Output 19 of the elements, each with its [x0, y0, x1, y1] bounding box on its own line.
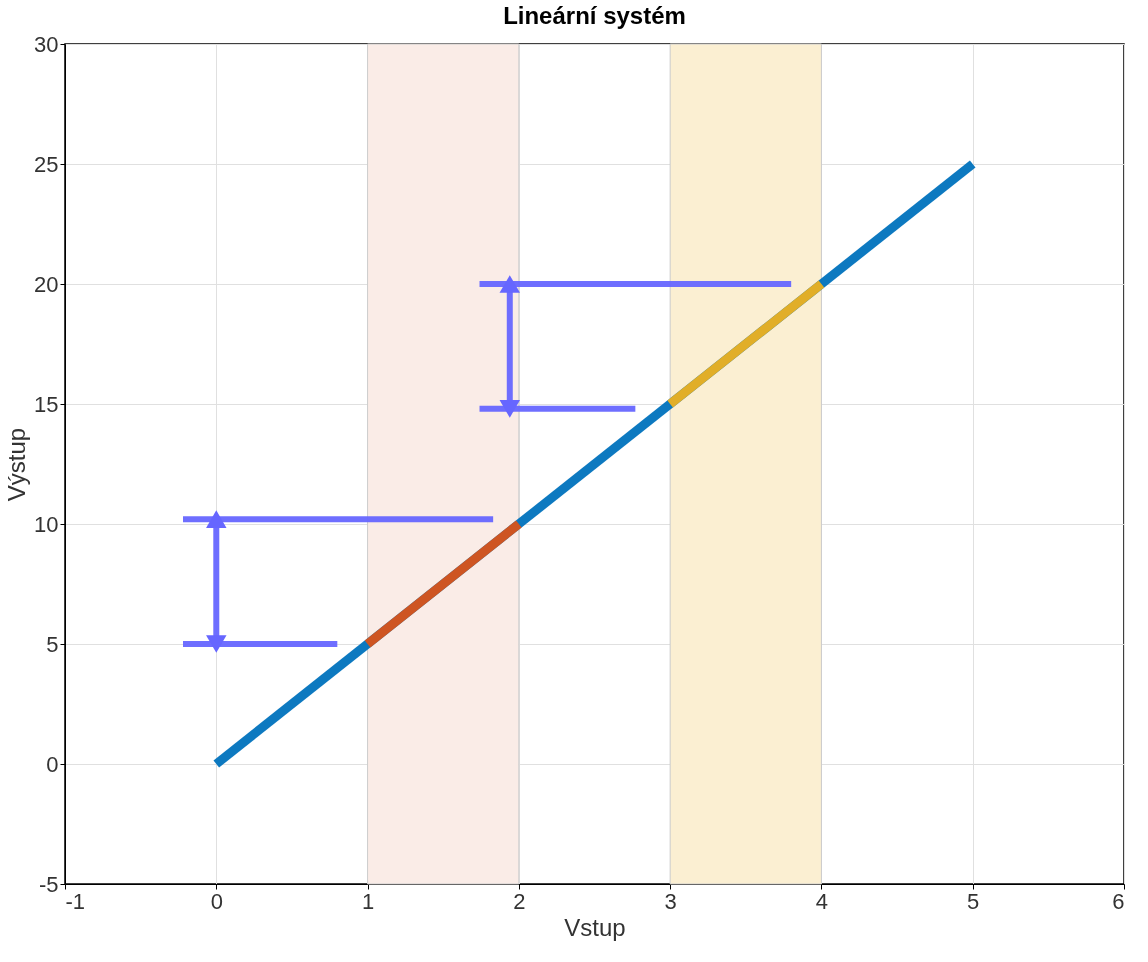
y-tick-label: 30 [34, 31, 59, 57]
y-tick-label: 10 [34, 511, 59, 537]
x-tick-label: 2 [513, 888, 526, 914]
x-tick-label: 5 [967, 888, 980, 914]
x-tick-label: 4 [815, 888, 829, 914]
x-tick-label: 6 [1112, 888, 1125, 914]
y-tick-label: 0 [46, 751, 59, 777]
y-tick-label: 20 [34, 271, 59, 297]
y-tick-label: -5 [38, 871, 59, 897]
x-tick-label: 3 [664, 888, 677, 914]
y-tick-label: 5 [46, 631, 59, 657]
y-axis-title: Výstup [3, 427, 31, 502]
x-tick-label: 0 [210, 888, 223, 914]
chart-title: Lineární systém [503, 2, 686, 29]
y-tick-label: 15 [34, 391, 59, 417]
x-axis-title: Vstup [564, 913, 626, 941]
x-tick-label: -1 [65, 888, 86, 914]
x-tick-label: 1 [361, 888, 375, 914]
y-tick-label: 25 [34, 151, 59, 177]
